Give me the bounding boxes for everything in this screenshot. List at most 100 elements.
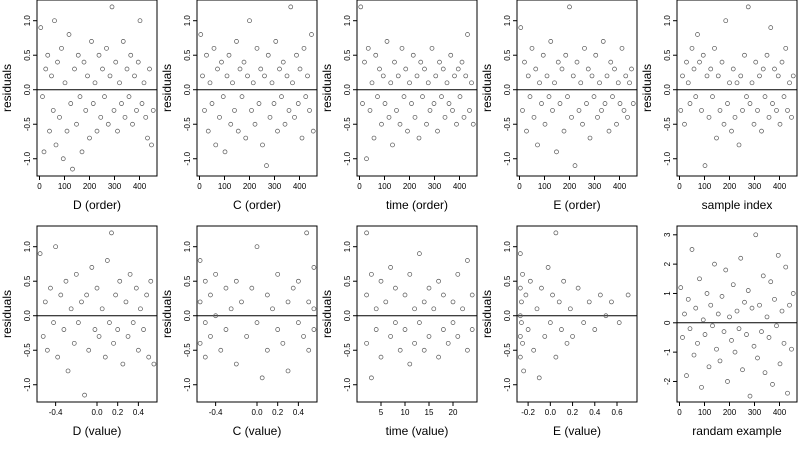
data-point [684, 373, 689, 378]
data-point [247, 18, 252, 24]
data-point [725, 101, 730, 106]
data-point [280, 59, 286, 65]
data-point [721, 121, 727, 127]
data-point [623, 73, 629, 79]
data-point [764, 52, 770, 58]
data-point [533, 66, 539, 72]
data-point [241, 59, 247, 65]
data-point [444, 80, 450, 86]
data-point [388, 80, 394, 86]
data-point [426, 334, 432, 339]
y-axis-label: residuals [320, 290, 334, 338]
data-point [457, 94, 463, 99]
data-point [290, 80, 295, 86]
data-point [378, 354, 384, 360]
data-point [531, 347, 537, 353]
data-point [304, 230, 310, 236]
data-point [81, 59, 87, 65]
data-point [393, 285, 398, 291]
data-point [365, 45, 371, 51]
data-point [41, 149, 47, 155]
data-point [559, 327, 564, 332]
y-tick-label: -1.0 [663, 151, 672, 165]
data-point [147, 66, 152, 72]
y-tick-label: 0.5 [503, 275, 512, 287]
data-point [537, 80, 542, 86]
plot-frame [676, 225, 798, 403]
data-point [712, 45, 717, 51]
data-point [109, 230, 114, 236]
data-point [597, 80, 602, 86]
data-point [264, 163, 269, 168]
data-point [305, 73, 310, 79]
y-tick-label: -1.0 [503, 151, 512, 165]
data-point [520, 340, 525, 346]
data-point [706, 114, 712, 120]
plot-frame [516, 225, 638, 403]
data-point [99, 306, 105, 312]
data-point [228, 306, 234, 312]
y-tick-label: -0.5 [23, 117, 32, 131]
data-point [617, 101, 623, 106]
data-point [369, 375, 374, 381]
data-point [745, 288, 751, 293]
data-point [580, 121, 585, 127]
data-point [412, 114, 418, 120]
data-point [455, 334, 461, 339]
data-point [146, 354, 152, 360]
y-tick-label: 1.0 [663, 15, 672, 27]
data-point [787, 302, 792, 308]
data-point [521, 368, 527, 374]
data-point [548, 39, 554, 44]
data-point [736, 326, 742, 332]
data-point [133, 285, 139, 291]
data-point [37, 251, 43, 256]
data-point [77, 94, 83, 99]
data-point [774, 108, 779, 113]
data-point [107, 320, 112, 325]
data-point [762, 94, 768, 99]
y-tick-label: 0.5 [343, 49, 352, 61]
data-point [254, 320, 260, 325]
data-point [760, 273, 766, 279]
data-point [275, 271, 281, 277]
data-point [759, 128, 764, 134]
data-point [71, 340, 77, 346]
x-tick-label: -0.2 [521, 408, 535, 417]
data-point [388, 265, 393, 270]
data-point [555, 59, 561, 65]
y-tick-label: 1.0 [23, 15, 32, 27]
data-point [470, 121, 476, 127]
x-tick-label: 300 [748, 408, 762, 417]
data-point [262, 73, 267, 79]
data-point [539, 285, 544, 291]
data-point [787, 80, 792, 86]
data-point [303, 94, 309, 99]
data-point [710, 94, 715, 99]
data-point [70, 166, 75, 172]
data-point [781, 340, 787, 346]
data-point [567, 4, 572, 10]
x-tick-label: 400 [133, 182, 147, 191]
data-point [270, 306, 275, 312]
data-point [550, 108, 555, 113]
data-point [123, 299, 129, 305]
data-point [265, 52, 271, 58]
data-point [517, 285, 523, 291]
data-point [678, 108, 684, 113]
data-point [377, 66, 382, 72]
data-point [454, 121, 459, 127]
data-point [107, 73, 113, 79]
data-point [783, 264, 789, 270]
x-tick-label: 100 [698, 182, 712, 191]
x-tick-label: 10 [401, 408, 410, 417]
data-point [217, 114, 222, 120]
data-point [215, 66, 220, 72]
data-point [259, 375, 265, 381]
data-point [395, 73, 401, 79]
data-point [740, 367, 745, 373]
data-point [682, 121, 687, 127]
data-point [625, 292, 631, 298]
data-point [775, 73, 781, 79]
data-point [63, 278, 69, 284]
